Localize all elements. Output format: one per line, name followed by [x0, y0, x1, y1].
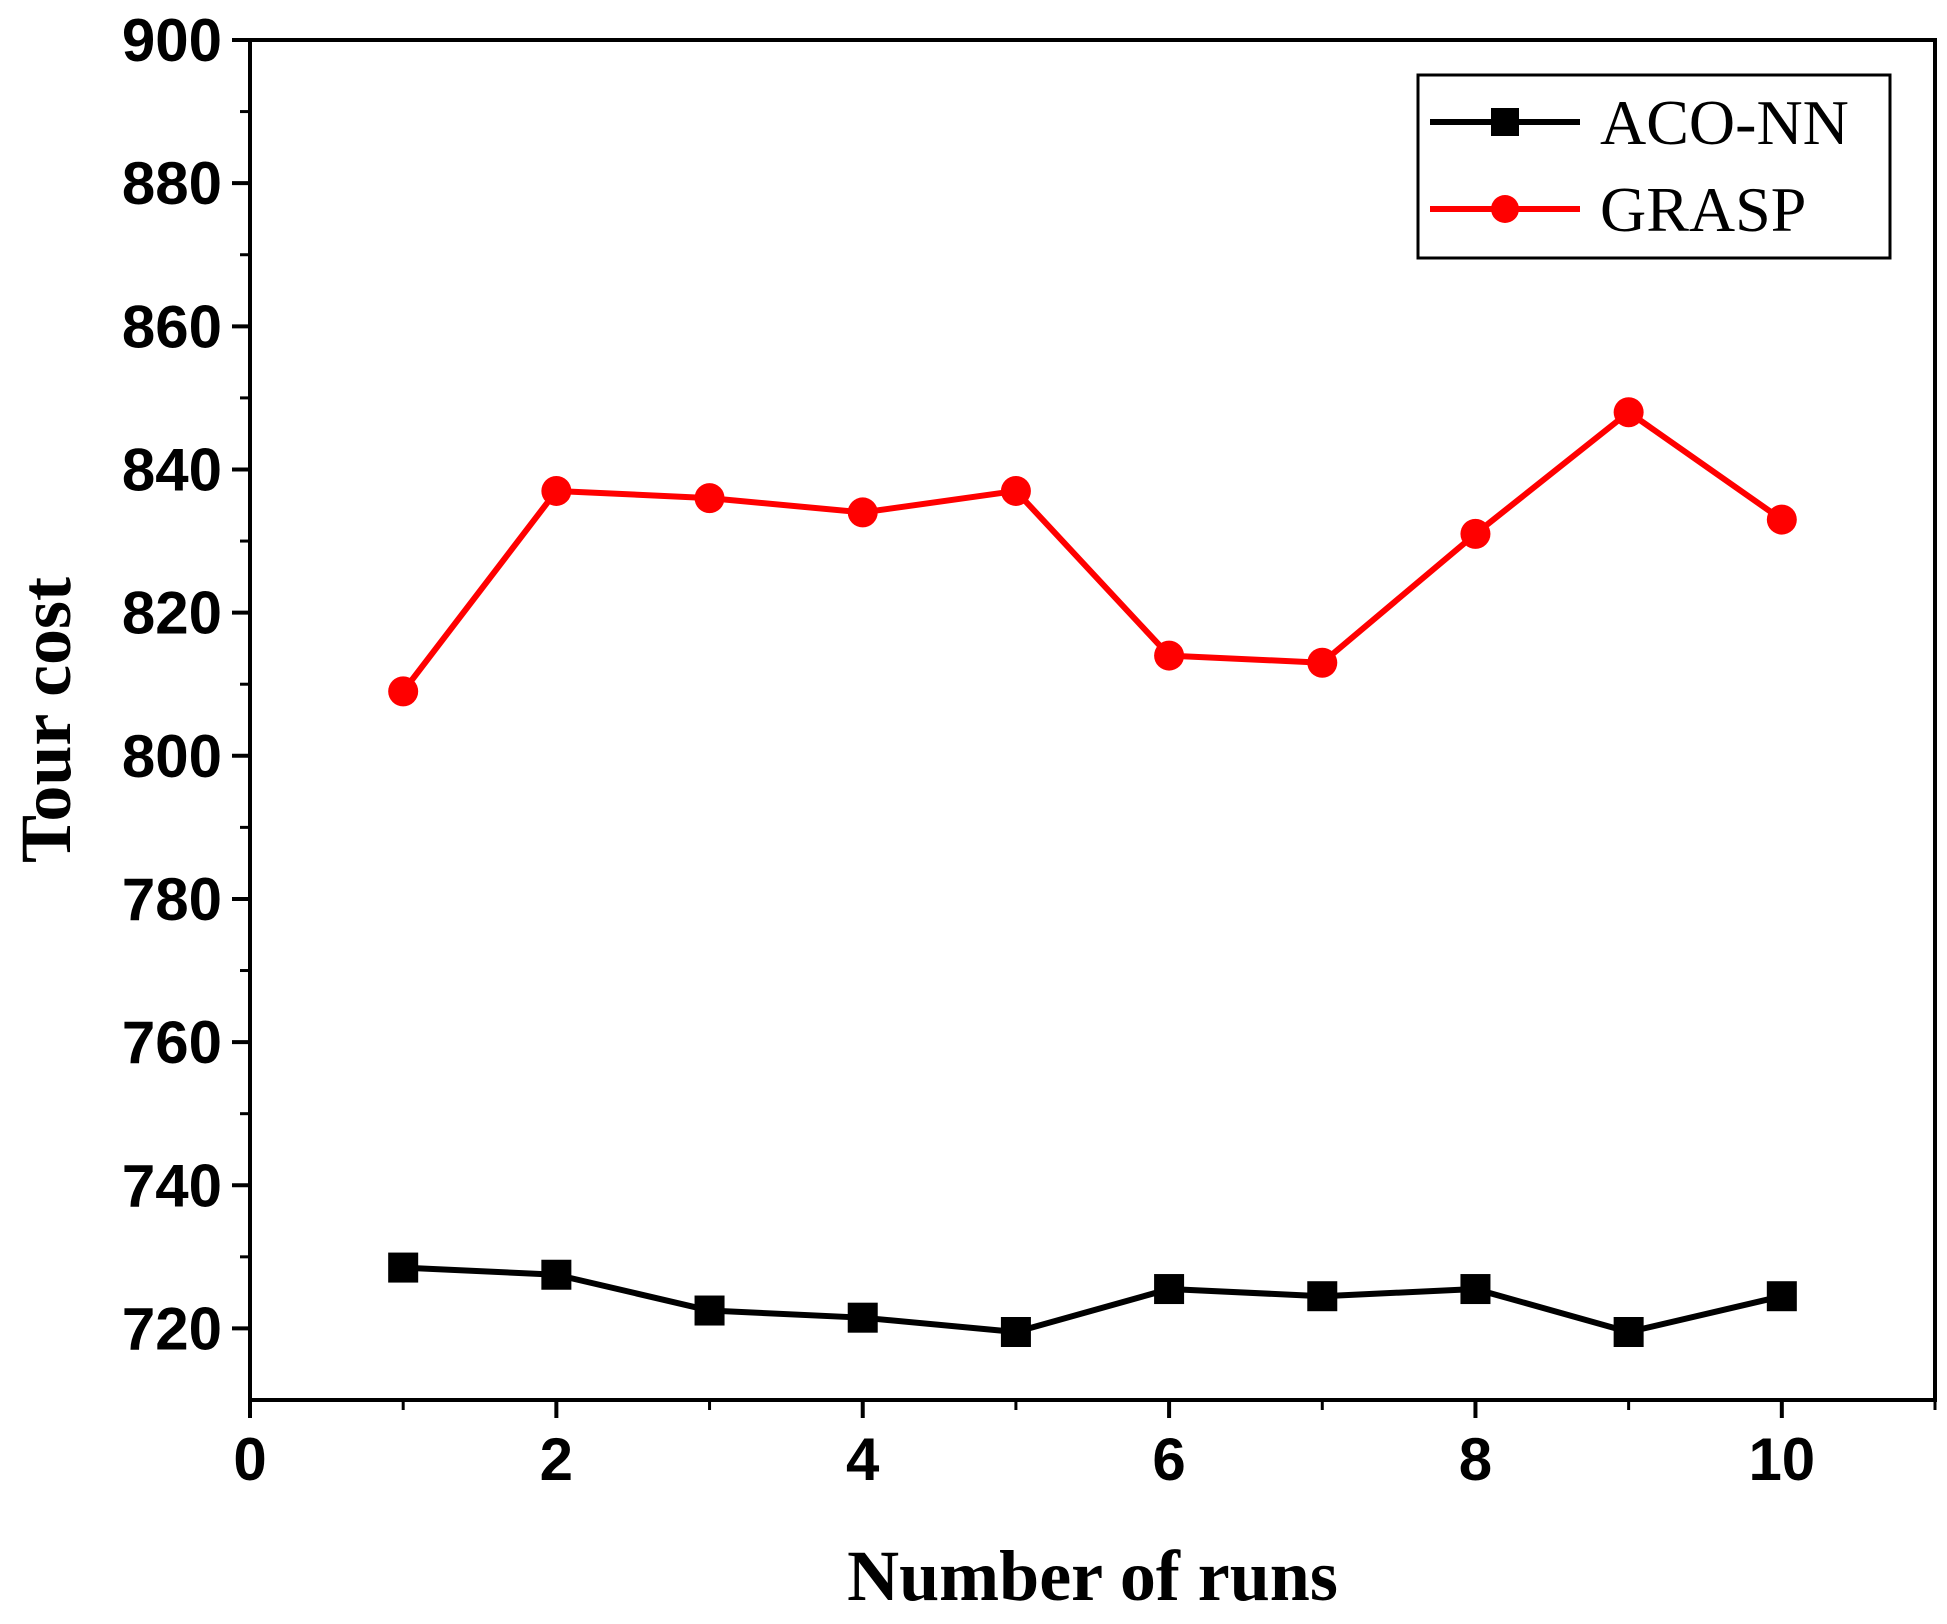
y-axis-title: Tour cost — [6, 577, 86, 863]
data-point-aco-nn — [1307, 1281, 1338, 1312]
data-point-aco-nn — [847, 1302, 878, 1333]
data-point-grasp — [1613, 397, 1644, 428]
data-point-aco-nn — [1460, 1274, 1491, 1305]
y-tick-label: 740 — [122, 1152, 222, 1219]
legend: ACO-NN GRASP — [1416, 73, 1892, 260]
series-line-aco-nn — [403, 1264, 1783, 1335]
data-point-grasp — [1000, 475, 1031, 506]
y-tick-label: 820 — [122, 580, 222, 647]
y-tick-label: 900 — [122, 7, 222, 74]
data-point-grasp — [541, 475, 572, 506]
data-point-grasp — [388, 676, 419, 707]
y-tick-label: 840 — [122, 436, 222, 503]
data-point-grasp — [1766, 504, 1797, 535]
data-point-aco-nn — [388, 1252, 419, 1283]
y-tick-label: 760 — [122, 1009, 222, 1076]
x-tick-label: 10 — [1748, 1426, 1815, 1493]
ticks-layer: 0 2 4 6 8 10 720 740 760 780 800 820 840 860 880 900 — [122, 7, 1937, 1493]
data-point-grasp — [1307, 647, 1338, 678]
legend-marker-aco-nn — [1491, 108, 1519, 136]
data-point-aco-nn — [1000, 1317, 1031, 1347]
legend-label-grasp: GRASP — [1600, 174, 1806, 245]
x-tick-label: 6 — [1152, 1426, 1185, 1493]
data-point-grasp — [847, 497, 878, 528]
legend-marker-grasp — [1491, 195, 1519, 223]
data-point-grasp — [1154, 640, 1185, 671]
data-point-grasp — [694, 483, 725, 514]
x-tick-label: 8 — [1459, 1426, 1492, 1493]
x-tick-label: 4 — [846, 1426, 880, 1493]
plot-frame — [248, 38, 1937, 1402]
legend-label-aco-nn: ACO-NN — [1600, 87, 1849, 158]
data-point-aco-nn — [694, 1295, 725, 1326]
y-tick-label: 880 — [122, 150, 222, 217]
series-layer — [388, 397, 1797, 1347]
data-point-aco-nn — [1766, 1281, 1797, 1312]
y-tick-label: 860 — [122, 293, 222, 360]
x-tick-label: 0 — [233, 1426, 266, 1493]
y-tick-label: 800 — [122, 723, 222, 790]
y-tick-label: 780 — [122, 866, 222, 933]
data-point-aco-nn — [1154, 1274, 1185, 1305]
series-line-grasp — [400, 409, 1784, 694]
x-tick-label: 2 — [540, 1426, 573, 1493]
data-point-grasp — [1460, 518, 1491, 549]
data-point-aco-nn — [1613, 1317, 1644, 1347]
data-point-aco-nn — [541, 1259, 572, 1290]
x-axis-title: Number of runs — [847, 1536, 1338, 1616]
y-tick-label: 720 — [122, 1295, 222, 1362]
axes-layer — [248, 38, 1937, 1402]
legend-box — [1416, 73, 1892, 260]
